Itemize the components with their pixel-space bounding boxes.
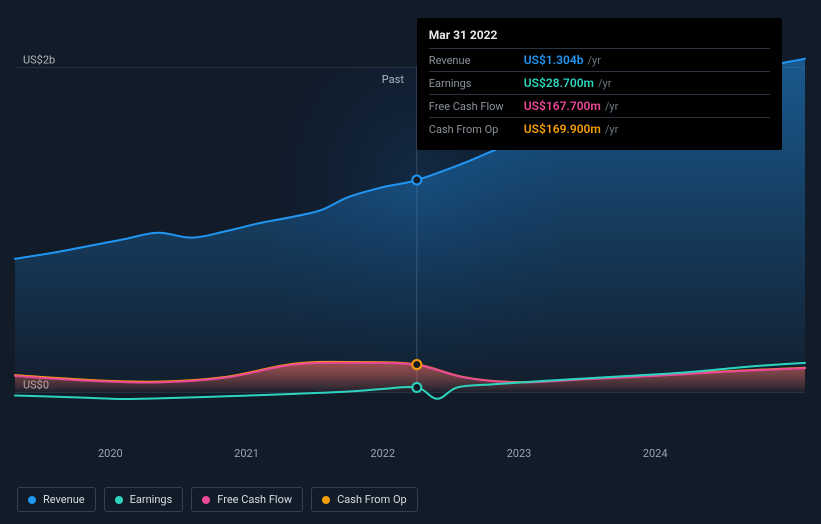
tooltip-row-unit: /yr <box>605 123 618 136</box>
tooltip-date: Mar 31 2022 <box>429 28 770 49</box>
tooltip-row: RevenueUS$1.304b/yr <box>429 49 770 72</box>
tooltip-row: Cash From OpUS$169.900m/yr <box>429 118 770 140</box>
x-axis-label: 2022 <box>370 441 395 460</box>
legend-item-label: Free Cash Flow <box>217 493 292 506</box>
legend-dot-icon <box>28 496 36 504</box>
financials-chart: US$0US$2b20202021202220232024PastAnalyst… <box>0 0 821 524</box>
tooltip-row-unit: /yr <box>598 77 611 90</box>
tooltip-row-value: US$169.900m <box>524 122 601 136</box>
legend-dot-icon <box>115 496 123 504</box>
legend-item-label: Revenue <box>43 493 85 506</box>
legend-item-cash-from-op[interactable]: Cash From Op <box>311 487 418 512</box>
legend-item-earnings[interactable]: Earnings <box>104 487 184 512</box>
legend-dot-icon <box>202 496 210 504</box>
legend-dot-icon <box>322 496 330 504</box>
legend-item-label: Earnings <box>130 493 173 506</box>
legend-item-revenue[interactable]: Revenue <box>17 487 96 512</box>
x-axis-label: 2020 <box>98 441 123 460</box>
tooltip-row-label: Earnings <box>429 77 524 90</box>
tooltip-row: EarningsUS$28.700m/yr <box>429 72 770 95</box>
tooltip-row-value: US$167.700m <box>524 99 601 113</box>
chart-legend: Revenue Earnings Free Cash Flow Cash From O… <box>17 487 418 512</box>
legend-item-free-cash-flow[interactable]: Free Cash Flow <box>191 487 303 512</box>
tooltip-row-label: Revenue <box>429 54 524 67</box>
legend-item-label: Cash From Op <box>337 493 407 506</box>
tooltip-row: Free Cash FlowUS$167.700m/yr <box>429 95 770 118</box>
tooltip-row-label: Cash From Op <box>429 123 524 136</box>
x-axis-label: 2023 <box>507 441 532 460</box>
tooltip-row-unit: /yr <box>587 54 600 67</box>
tooltip-row-label: Free Cash Flow <box>429 100 524 113</box>
tooltip-row-value: US$28.700m <box>524 76 594 90</box>
tooltip-row-value: US$1.304b <box>524 53 584 67</box>
x-axis-label: 2021 <box>234 441 259 460</box>
tooltip-row-unit: /yr <box>605 100 618 113</box>
x-axis-label: 2024 <box>643 441 668 460</box>
chart-tooltip: Mar 31 2022 RevenueUS$1.304b/yrEarningsU… <box>417 18 782 150</box>
